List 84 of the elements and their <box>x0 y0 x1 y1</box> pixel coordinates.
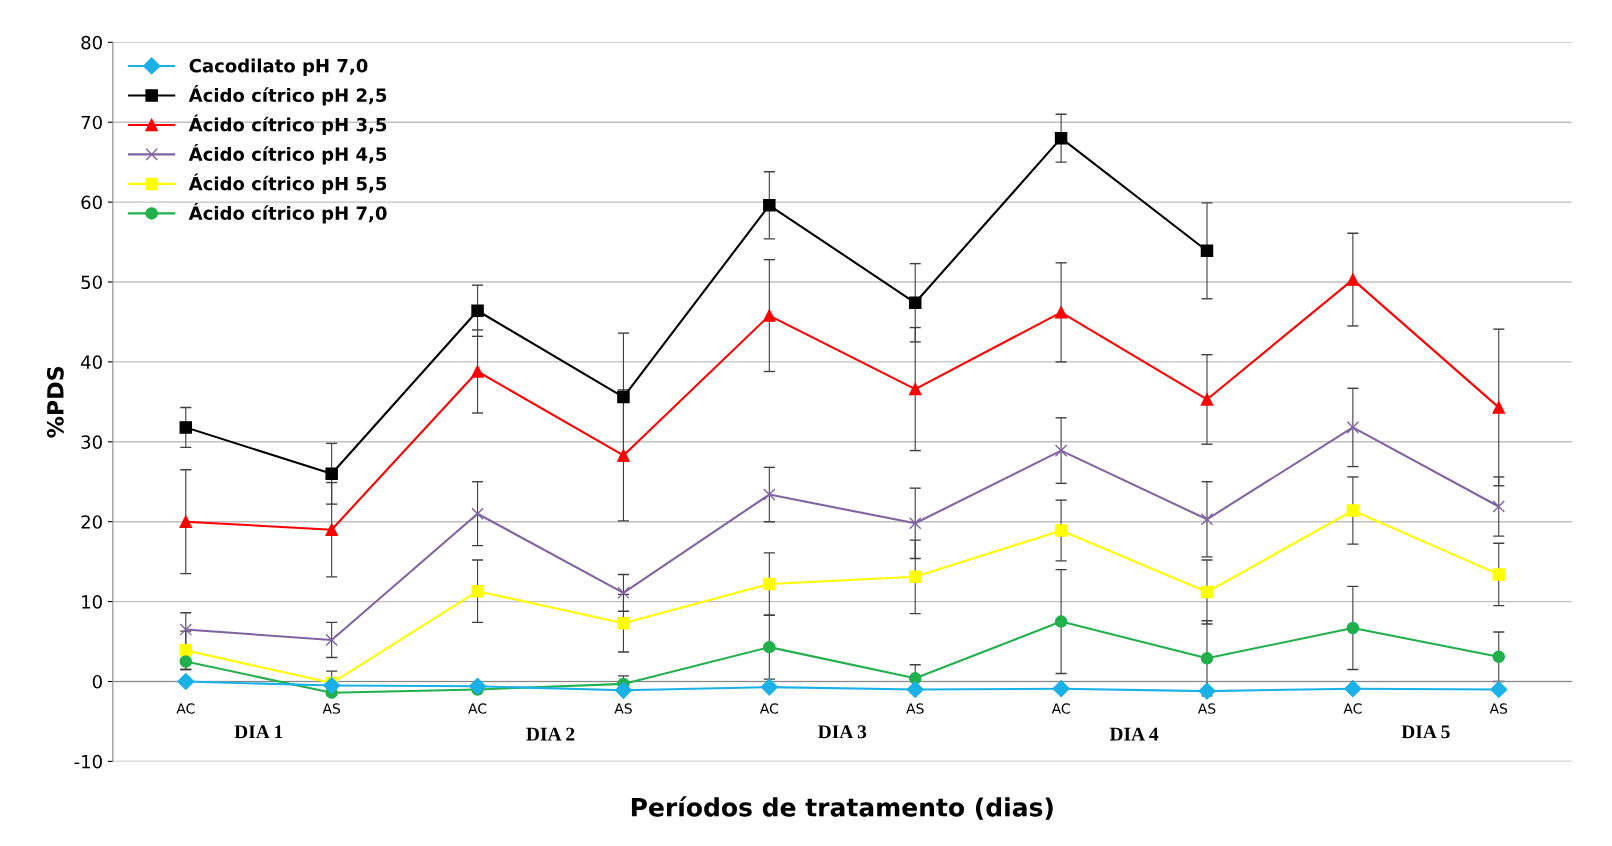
point <box>906 680 924 699</box>
point <box>617 390 630 404</box>
point <box>1200 585 1214 599</box>
annotation: DIA 5 <box>1401 725 1450 739</box>
point <box>1054 131 1068 145</box>
point <box>614 681 632 699</box>
point <box>1054 524 1068 537</box>
point <box>325 467 338 481</box>
x-tick-label: AC <box>1051 703 1070 714</box>
y-tick-label: 0 <box>92 674 102 689</box>
y-tick-label: 50 <box>81 275 102 290</box>
point <box>1054 444 1068 457</box>
x-axis-title: Períodos de tratamento (dias) <box>631 796 1053 820</box>
point <box>1346 621 1360 635</box>
y-tick-label: 80 <box>81 35 102 50</box>
point <box>1200 513 1214 526</box>
point <box>1052 680 1070 698</box>
point <box>1054 306 1068 319</box>
point <box>1200 244 1214 258</box>
x-tick-label: AS <box>906 703 924 714</box>
annotation: DIA 2 <box>526 727 575 741</box>
point <box>471 365 484 378</box>
point <box>471 304 484 318</box>
point <box>1200 652 1214 665</box>
point <box>1490 680 1508 699</box>
y-tick-label: 20 <box>81 515 102 529</box>
point <box>1492 401 1506 414</box>
point <box>617 586 630 600</box>
point <box>763 199 776 212</box>
annotation: DIA 4 <box>1109 727 1159 741</box>
point <box>1198 682 1216 700</box>
y-tick-label: 40 <box>81 355 102 370</box>
x-tick-label: AS <box>614 703 632 714</box>
point <box>1346 273 1360 286</box>
y-tick-label: -10 <box>74 754 102 769</box>
legend-label: Ácido cítrico pH 7,0 <box>188 203 387 224</box>
y-tick-label: 30 <box>81 435 102 449</box>
legend-label: Ácido cítrico pH 4,5 <box>188 144 387 165</box>
point <box>1492 500 1506 513</box>
y-axis-title: %PDS <box>46 366 64 438</box>
point <box>763 640 776 654</box>
x-tick-label: AC <box>759 703 779 714</box>
y-tick-label: 10 <box>82 595 102 609</box>
point <box>471 507 484 520</box>
legend-label: Ácido cítrico pH 2,5 <box>188 85 387 106</box>
point <box>325 523 338 536</box>
x-tick-label: AS <box>1197 703 1216 714</box>
point <box>617 449 630 462</box>
x-tick-label: AS <box>1489 703 1508 714</box>
point <box>469 677 487 695</box>
point <box>617 616 630 630</box>
point <box>908 382 922 396</box>
legend-label: Cacodilato pH 7,0 <box>189 58 368 77</box>
annotation: DIA 3 <box>818 725 867 739</box>
x-tick-label: AC <box>468 703 487 714</box>
point <box>1346 421 1360 434</box>
point <box>763 577 776 591</box>
point <box>1346 504 1360 517</box>
legend-label: Ácido cítrico pH 5,5 <box>188 173 387 194</box>
point <box>1492 568 1506 581</box>
y-tick-label: 70 <box>81 115 102 130</box>
point <box>763 488 776 501</box>
point <box>177 672 195 691</box>
point <box>760 678 778 696</box>
x-tick-label: AC <box>1343 703 1362 714</box>
legend-label: Ácido cítrico pH 3,5 <box>188 114 387 135</box>
point <box>179 623 193 636</box>
annotation: DIA 1 <box>234 725 283 739</box>
point <box>763 309 776 322</box>
point <box>1054 615 1068 628</box>
point <box>908 570 922 584</box>
point <box>908 517 922 530</box>
point <box>179 421 193 434</box>
point <box>179 515 193 528</box>
point <box>325 633 338 647</box>
y-tick-label: 60 <box>81 195 102 210</box>
point <box>1200 393 1214 406</box>
point <box>471 584 484 598</box>
point <box>908 296 922 310</box>
point <box>1344 680 1362 698</box>
point <box>179 644 193 657</box>
point <box>1492 650 1506 663</box>
x-tick-label: AS <box>322 703 341 714</box>
x-tick-label: AC <box>176 703 195 714</box>
